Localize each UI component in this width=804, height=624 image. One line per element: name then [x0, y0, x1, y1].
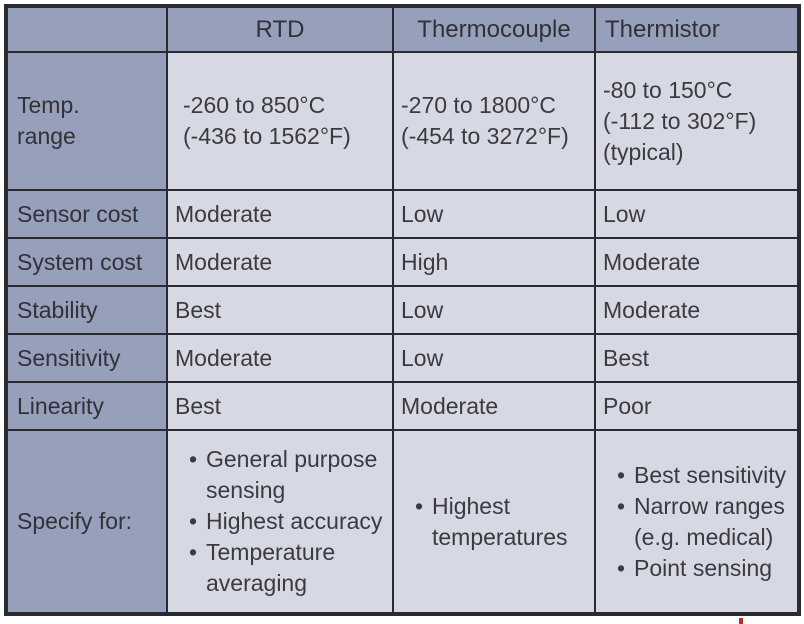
cell-sensitivity-thermocouple: Low — [392, 333, 596, 383]
header-empty-cell — [5, 5, 168, 53]
cell-stability-thermistor: Moderate — [594, 285, 800, 335]
header-thermistor: Thermistor — [594, 5, 800, 53]
row-label-temp-range: Temp. range — [5, 51, 168, 191]
cell-linearity-thermistor: Poor — [594, 381, 800, 431]
bullet-item: Highest accuracy — [173, 506, 390, 537]
bullet-item: Point sensing — [601, 553, 795, 584]
cell-system-cost-thermistor: Moderate — [594, 237, 800, 287]
row-label-stability: Stability — [5, 285, 168, 335]
bullet-item: Best sensitivity — [601, 460, 795, 491]
row-sensor-cost: Sensor cost Moderate Low Low — [5, 189, 800, 239]
row-label-sensor-cost: Sensor cost — [5, 189, 168, 239]
row-sensitivity: Sensitivity Moderate Low Best — [5, 333, 800, 383]
table-header-row: RTD Thermocouple Thermistor — [5, 5, 800, 53]
row-specify-for: Specify for: General purpose sensing Hig… — [5, 429, 800, 615]
bullet-item: Highest temperatures — [399, 491, 592, 553]
bullet-item: Narrow ranges (e.g. medical) — [601, 491, 795, 553]
cell-specify-thermistor: Best sensitivity Narrow ranges (e.g. med… — [594, 429, 800, 615]
row-label-sensitivity: Sensitivity — [5, 333, 168, 383]
cell-temp-range-thermistor: -80 to 150°C (-112 to 302°F) (typical) — [594, 51, 800, 191]
red-artifact-mark — [739, 618, 743, 624]
row-label-system-cost: System cost — [5, 237, 168, 287]
cell-stability-rtd: Best — [166, 285, 394, 335]
cell-sensor-cost-rtd: Moderate — [166, 189, 394, 239]
cell-sensitivity-rtd: Moderate — [166, 333, 394, 383]
bullet-item: General purpose sensing — [173, 444, 390, 506]
cell-system-cost-rtd: Moderate — [166, 237, 394, 287]
row-label-linearity: Linearity — [5, 381, 168, 431]
row-stability: Stability Best Low Moderate — [5, 285, 800, 335]
row-temp-range: Temp. range -260 to 850°C (-436 to 1562°… — [5, 51, 800, 191]
cell-specify-thermocouple: Highest temperatures — [392, 429, 596, 615]
cell-specify-rtd: General purpose sensing Highest accuracy… — [166, 429, 394, 615]
cell-linearity-thermocouple: Moderate — [392, 381, 596, 431]
header-rtd: RTD — [166, 5, 394, 53]
sensor-comparison-table: RTD Thermocouple Thermistor Temp. range … — [4, 4, 801, 616]
row-label-specify-for: Specify for: — [5, 429, 168, 615]
bullet-item: Temperature averaging — [173, 537, 390, 599]
cell-sensor-cost-thermistor: Low — [594, 189, 800, 239]
row-system-cost: System cost Moderate High Moderate — [5, 237, 800, 287]
cell-system-cost-thermocouple: High — [392, 237, 596, 287]
cell-linearity-rtd: Best — [166, 381, 394, 431]
cell-temp-range-rtd: -260 to 850°C (-436 to 1562°F) — [166, 51, 394, 191]
cell-temp-range-thermocouple: -270 to 1800°C (-454 to 3272°F) — [392, 51, 596, 191]
row-linearity: Linearity Best Moderate Poor — [5, 381, 800, 431]
cell-sensitivity-thermistor: Best — [594, 333, 800, 383]
cell-stability-thermocouple: Low — [392, 285, 596, 335]
header-thermocouple: Thermocouple — [392, 5, 596, 53]
cell-sensor-cost-thermocouple: Low — [392, 189, 596, 239]
